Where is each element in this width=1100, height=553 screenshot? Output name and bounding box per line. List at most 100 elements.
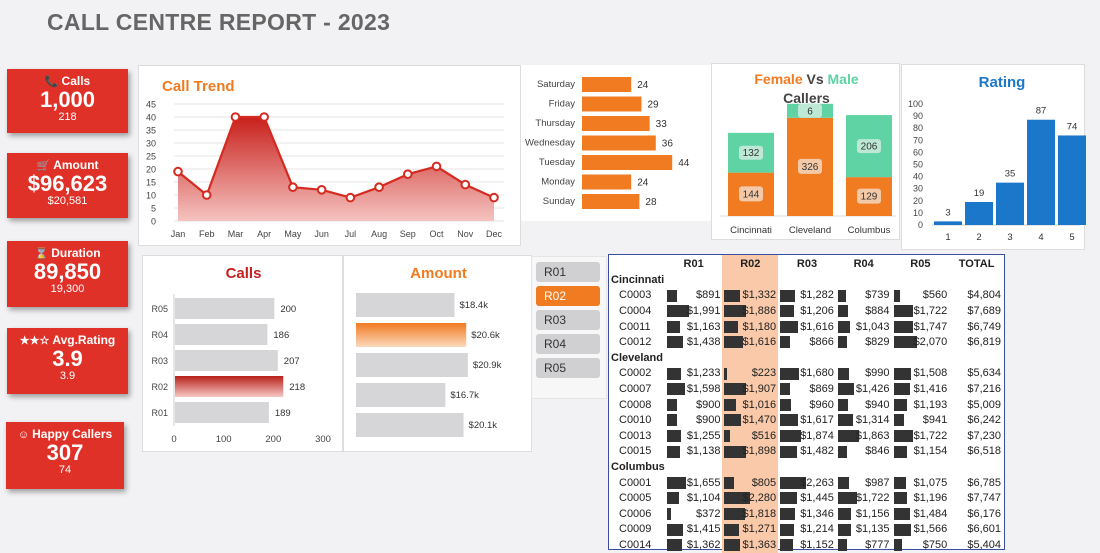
female-value: 144 xyxy=(743,189,760,200)
value-cell: $869 xyxy=(778,381,836,397)
rating-panel: Rating 0 10 20 30 40 50 60 70 80 90 100 3 1 19 2 35 3 87 4… xyxy=(901,64,1086,250)
hourglass-icon: ⌛ xyxy=(34,248,52,260)
value-cell: $1,214 xyxy=(778,522,836,538)
cart-icon: 🛒 xyxy=(36,160,54,172)
y-tick-label: 10 xyxy=(146,191,156,201)
y-tick-label: 25 xyxy=(146,152,156,162)
data-bar xyxy=(666,320,680,333)
value-label: $1,991 xyxy=(686,304,721,317)
value-label: $1,722 xyxy=(913,304,948,317)
value-cell: $1,362 xyxy=(665,537,723,553)
female-label-bg xyxy=(739,186,763,202)
amount-bar-r01 xyxy=(356,413,464,437)
table-row: C0013 $1,255 $516 $1,874 $1,863 $1,722 $7,230 xyxy=(609,427,1004,444)
calls-bar-r01 xyxy=(175,402,269,423)
value-cell: $1,233 xyxy=(665,366,723,382)
data-bar xyxy=(893,305,913,318)
value-cell: $1,163 xyxy=(665,319,723,335)
rating-chart: 0 10 20 30 40 50 60 70 80 90 100 3 1 19 2 35 3 87 4 74 5 xyxy=(908,99,1086,243)
day-label: Tuesday xyxy=(539,157,575,168)
kpi-value: $96,623 xyxy=(27,171,108,196)
data-bar xyxy=(780,398,792,411)
trend-point-nov xyxy=(460,179,471,190)
data-bar xyxy=(837,320,850,333)
slicer-item-r02[interactable]: R02 xyxy=(536,286,600,306)
customer-id: C0008 xyxy=(619,398,652,411)
data-bar xyxy=(837,305,848,318)
y-tick-label: 35 xyxy=(146,126,156,136)
slicer-item-r04[interactable]: R04 xyxy=(536,334,600,354)
value-cell: $1,991 xyxy=(665,303,723,319)
table-row: C0002 $1,233 $223 $1,680 $990 $1,508 $5,634 xyxy=(609,365,1004,382)
value-cell: $1,484 xyxy=(892,506,950,522)
row-total: $4,804 xyxy=(967,289,1001,302)
value-label: $1,415 xyxy=(686,523,721,536)
data-bar xyxy=(893,336,917,349)
region-label: R03 xyxy=(151,356,168,366)
x-tick-label: Sep xyxy=(400,229,416,239)
day-value: 28 xyxy=(645,197,657,208)
data-bar xyxy=(780,336,790,349)
data-bar xyxy=(893,383,910,396)
value-cell: $1,722 xyxy=(892,303,950,319)
value-label: $869 xyxy=(809,382,834,395)
call-trend-chart: 0 5 10 15 20 25 30 35 40 45 Jan Feb Mar Apr May Jun Jul A… xyxy=(146,100,504,239)
y-tick-label: 5 xyxy=(151,204,156,214)
kpi-label-text: Calls xyxy=(61,74,91,88)
day-label: Thursday xyxy=(535,118,575,129)
table-row: C0010 $900 $1,470 $1,617 $1,314 $941 $6,242 xyxy=(609,412,1004,428)
value-cell: $1,282 xyxy=(778,288,836,304)
y-tick-label: 0 xyxy=(151,217,156,227)
customer-id: C0006 xyxy=(619,507,652,520)
amount-region-chart: $18.4k $20.6k $20.9k $16.7k $20.1k xyxy=(356,293,502,437)
slicer-item-r05[interactable]: R05 xyxy=(536,358,600,378)
value-label: $1,680 xyxy=(800,367,834,380)
rating-value: 3 xyxy=(945,207,950,218)
row-total: $7,230 xyxy=(967,429,1001,442)
data-bar xyxy=(724,539,740,552)
row-total: $6,518 xyxy=(967,445,1001,458)
city-label: Columbus xyxy=(848,225,891,236)
value-cell: $1,193 xyxy=(892,397,950,413)
value-cell: $1,255 xyxy=(665,428,723,444)
value-label: $1,566 xyxy=(913,523,948,536)
value-label: $891 xyxy=(695,289,721,302)
data-bar xyxy=(666,398,677,411)
data-bar xyxy=(893,320,914,333)
data-bar xyxy=(780,523,794,536)
data-bar xyxy=(837,492,858,505)
trend-point-aug xyxy=(374,182,384,192)
slicer-item-r03[interactable]: R03 xyxy=(536,310,600,330)
table-row: C0011 $1,163 $1,180 $1,616 $1,043 $1,747 $6,74… xyxy=(609,318,1004,335)
data-bar xyxy=(666,429,681,442)
kpi-subvalue: $20,581 xyxy=(47,195,88,207)
table-group-row: Cleveland xyxy=(609,349,1004,366)
female-value: 326 xyxy=(802,162,819,173)
row-total: $6,749 xyxy=(967,320,1001,333)
amount-value: $20.6k xyxy=(471,330,500,341)
value-cell: $1,154 xyxy=(892,444,950,460)
customer-id: C0015 xyxy=(619,445,652,458)
value-label: $1,484 xyxy=(913,507,948,520)
male-value: 206 xyxy=(861,142,878,153)
value-label: $223 xyxy=(751,367,777,380)
data-bar xyxy=(724,492,751,505)
value-label: $1,154 xyxy=(913,445,948,458)
value-label: $1,196 xyxy=(913,492,948,505)
trend-point-may xyxy=(288,182,298,192)
group-label: Cincinnati xyxy=(611,273,665,286)
slicer-item-r01[interactable]: R01 xyxy=(536,262,600,282)
table-row: C0014 $1,362 $1,363 $1,152 $777 $750 $5,404 xyxy=(609,537,1004,553)
value-cell: $1,156 xyxy=(836,506,892,522)
y-tick-label: 10 xyxy=(913,208,923,218)
kpi-label-text: Amount xyxy=(53,158,99,172)
value-label: $1,722 xyxy=(855,492,890,505)
x-tick-label: 100 xyxy=(216,434,232,445)
customer-id: C0010 xyxy=(619,414,652,427)
gender-panel: Female Vs Male Callers 144 132 Cincinnati 3… xyxy=(711,63,900,240)
trend-point-apr xyxy=(259,112,269,122)
value-label: $1,362 xyxy=(686,538,721,551)
amount-value: $18.4k xyxy=(459,300,488,311)
kpi-subvalue: 19,300 xyxy=(50,283,85,295)
value-cell: $866 xyxy=(778,334,836,350)
